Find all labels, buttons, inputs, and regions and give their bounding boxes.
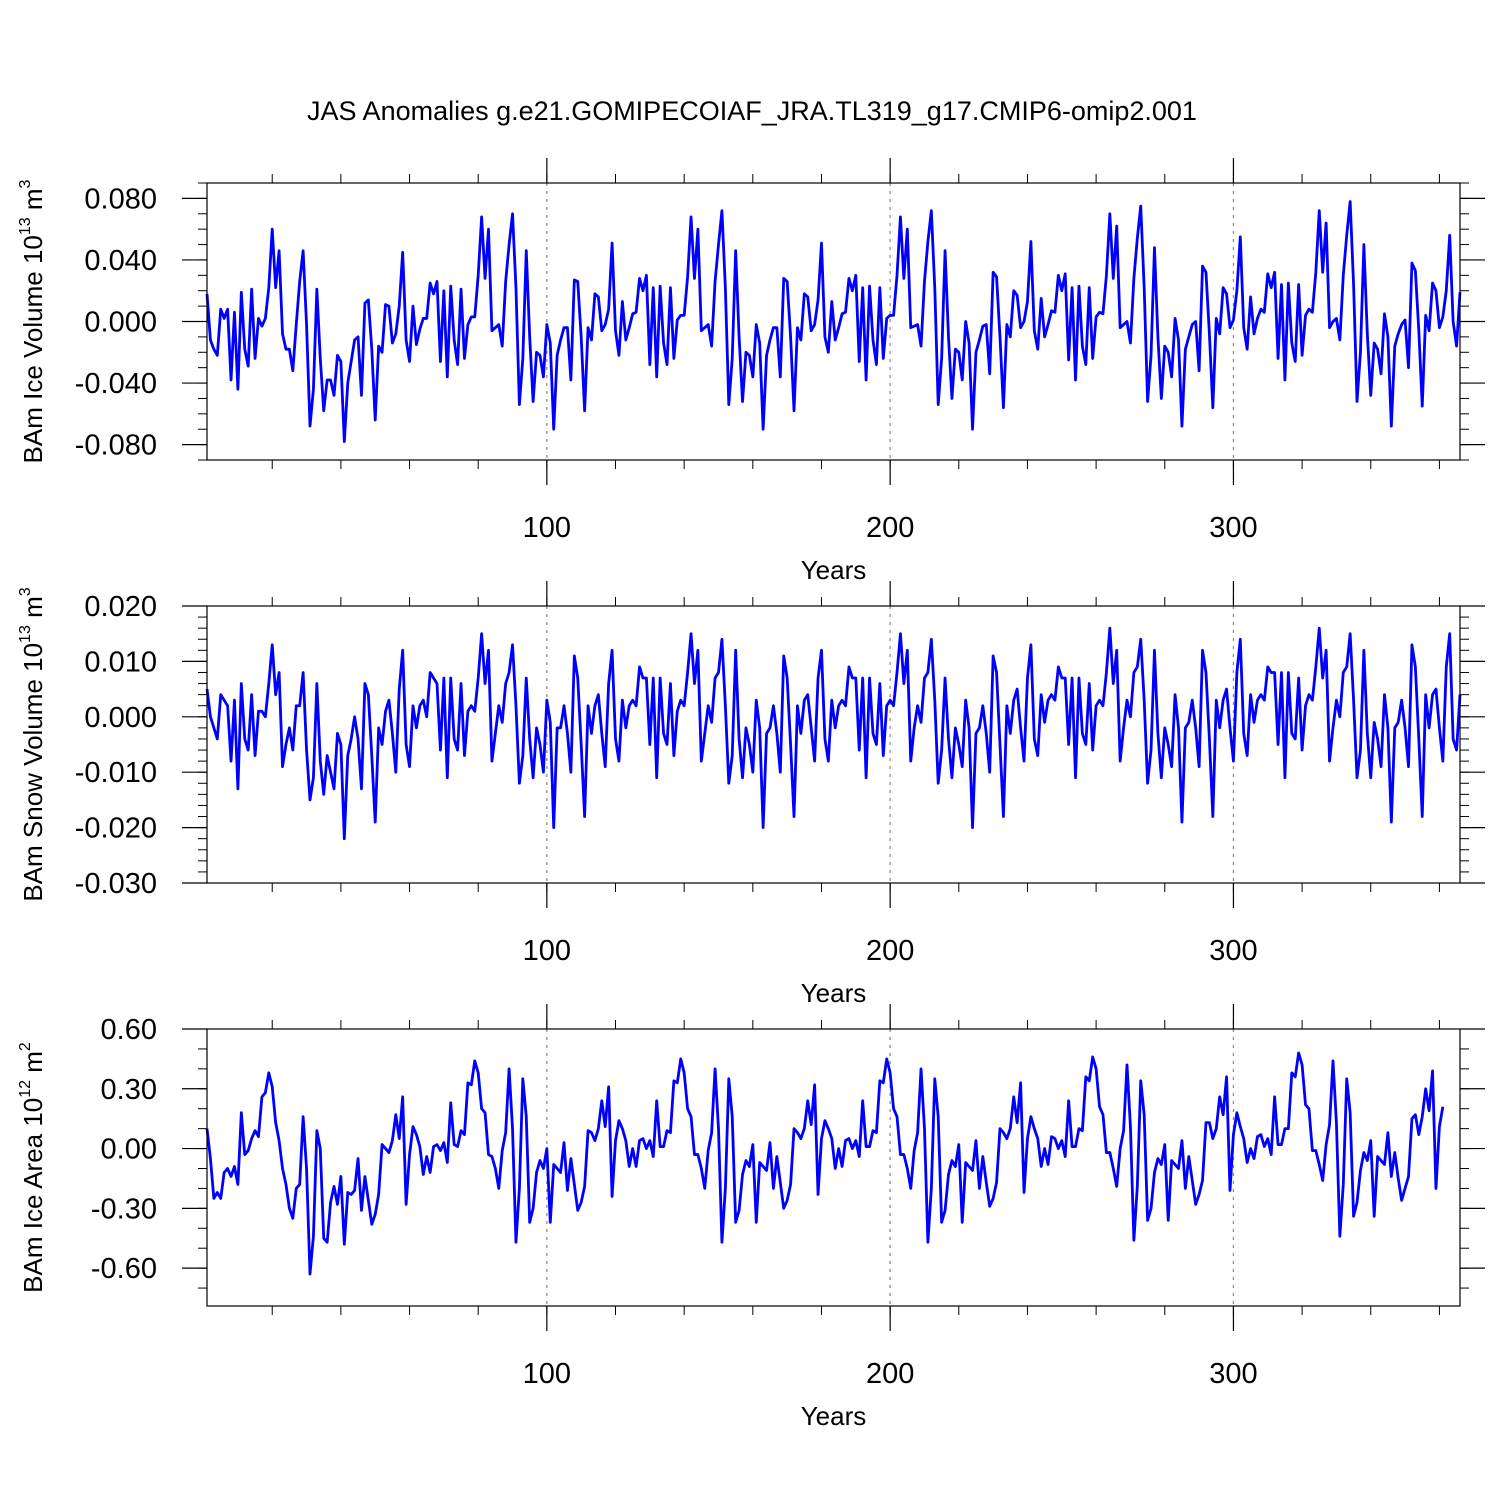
panel-ice-area-y-axis-label: BAm Ice Area 1012 m2 <box>17 1042 48 1293</box>
panel-ice-volume-y-tick-labels: -0.080 -0.040 0.000 0.040 0.080 <box>75 183 157 461</box>
y-label-exponent: 13 <box>17 625 34 643</box>
panel-snow-volume-major-ticks <box>182 581 1485 908</box>
x-tick-label: 100 <box>523 935 571 967</box>
y-label-main: BAm Ice Volume 10 <box>18 235 48 463</box>
y-tick-label: -0.60 <box>91 1253 157 1285</box>
y-label-unit-exponent: 3 <box>17 179 34 188</box>
panel-ice-volume-y-axis-label: BAm Ice Volume 1013 m3 <box>17 179 48 463</box>
x-tick-label: 100 <box>523 512 571 544</box>
panel-snow-volume-y-tick-labels: -0.030 -0.020 -0.010 0.000 0.010 0.020 <box>75 591 157 900</box>
panel-snow-volume-frame <box>206 605 1461 884</box>
y-label-main: BAm Ice Area 10 <box>18 1098 48 1293</box>
y-tick-label: 0.040 <box>84 245 157 277</box>
panel-ice-volume: -0.080 -0.040 0.000 0.040 0.080 100 200 … <box>17 158 1485 585</box>
y-tick-label: -0.020 <box>75 813 157 845</box>
y-label-unit-exponent: 3 <box>17 587 34 596</box>
y-label-exponent: 12 <box>17 1080 34 1098</box>
y-tick-label: 0.000 <box>84 702 157 734</box>
y-label-unit: m <box>18 1051 48 1080</box>
y-tick-label: -0.080 <box>75 430 157 462</box>
x-tick-label: 300 <box>1209 1358 1257 1390</box>
panel-ice-area-minor-ticks <box>198 1020 1469 1315</box>
panel-ice-volume-major-ticks <box>182 158 1485 485</box>
panel-ice-area-y-tick-labels: -0.60 -0.30 0.00 0.30 0.60 <box>91 1014 157 1285</box>
y-tick-label: 0.00 <box>101 1134 157 1166</box>
y-tick-label: -0.040 <box>75 368 157 400</box>
panel-ice-volume-x-tick-labels: 100 200 300 <box>523 512 1258 544</box>
y-tick-label: -0.010 <box>75 757 157 789</box>
panel-ice-volume-x-axis-label: Years <box>801 555 867 585</box>
x-tick-label: 200 <box>866 935 914 967</box>
x-tick-label: 200 <box>866 1358 914 1390</box>
y-label-exponent: 13 <box>17 217 34 235</box>
y-tick-label: 0.010 <box>84 646 157 678</box>
panel-ice-area-frame <box>206 1028 1461 1307</box>
y-label-unit: m <box>18 596 48 625</box>
panel-snow-volume-series-line <box>205 626 1462 841</box>
y-label-main: BAm Snow Volume 10 <box>18 643 48 902</box>
x-tick-label: 200 <box>866 512 914 544</box>
y-tick-label: 0.020 <box>84 591 157 623</box>
panel-ice-area-series-line <box>205 1051 1445 1276</box>
panel-snow-volume-y-axis-label: BAm Snow Volume 1013 m3 <box>17 587 48 901</box>
y-tick-label: 0.000 <box>84 307 157 339</box>
chart-title: JAS Anomalies g.e21.GOMIPECOIAF_JRA.TL31… <box>307 96 1197 126</box>
panel-ice-volume-series-line <box>205 200 1462 443</box>
y-label-unit: m <box>18 188 48 217</box>
x-tick-label: 100 <box>523 1358 571 1390</box>
panel-ice-area-major-ticks <box>182 1004 1485 1331</box>
panel-ice-area-x-axis-label: Years <box>801 1401 867 1431</box>
panel-ice-area: -0.60 -0.30 0.00 0.30 0.60 100 200 300 Y… <box>17 1004 1485 1431</box>
panel-snow-volume-x-axis-label: Years <box>801 978 867 1008</box>
x-tick-label: 300 <box>1209 512 1257 544</box>
y-tick-label: -0.30 <box>91 1193 157 1225</box>
panel-snow-volume-x-tick-labels: 100 200 300 <box>523 935 1258 967</box>
panel-snow-volume-minor-ticks <box>198 597 1469 892</box>
y-tick-label: 0.30 <box>101 1074 157 1106</box>
panel-snow-volume: -0.030 -0.020 -0.010 0.000 0.010 0.020 1… <box>17 581 1485 1008</box>
y-tick-label: -0.030 <box>75 868 157 900</box>
y-tick-label: 0.080 <box>84 183 157 215</box>
y-tick-label: 0.60 <box>101 1014 157 1046</box>
x-tick-label: 300 <box>1209 935 1257 967</box>
y-label-unit-exponent: 2 <box>17 1042 34 1051</box>
panel-ice-area-x-tick-labels: 100 200 300 <box>523 1358 1258 1390</box>
